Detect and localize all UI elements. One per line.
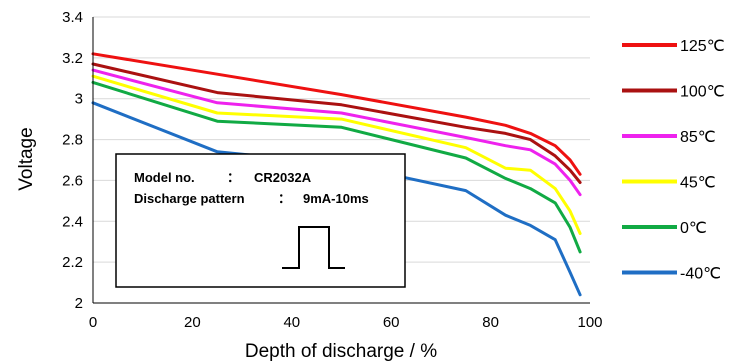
annotation-model-value: CR2032A — [254, 170, 312, 185]
annotation-pattern-value: 9mA-10ms — [303, 191, 369, 206]
x-tick-label: 0 — [89, 314, 97, 331]
annotation-frame — [115, 153, 406, 288]
pulse-waveform-icon — [282, 226, 345, 269]
annotation-pattern-label: Discharge pattern — [134, 191, 245, 206]
y-tick-label: 3 — [75, 91, 83, 108]
x-tick-label: 40 — [283, 314, 300, 331]
legend-label: 85℃ — [680, 129, 716, 146]
annotation-model-sep: ： — [227, 170, 240, 185]
y-tick-label: 3.4 — [62, 9, 83, 26]
y-tick-label: 2.4 — [62, 213, 83, 230]
y-tick-label: 2 — [75, 295, 83, 312]
legend-label: 100℃ — [680, 84, 725, 101]
y-tick-label: 2.2 — [62, 254, 83, 271]
legend-label: -40℃ — [680, 266, 721, 283]
y-tick-label: 2.8 — [62, 132, 83, 149]
x-tick-label: 20 — [184, 314, 201, 331]
x-tick-label: 100 — [577, 314, 602, 331]
series-line — [91, 52, 582, 176]
series-line — [91, 80, 582, 254]
y-tick-label: 2.6 — [62, 172, 83, 189]
x-axis-title: Depth of discharge / % — [245, 341, 437, 362]
series-line — [91, 68, 582, 197]
annotation-model-label: Model no. — [134, 170, 195, 185]
x-tick-label: 60 — [383, 314, 400, 331]
legend-label: 0℃ — [680, 220, 707, 237]
annotation-pattern-sep: ： — [278, 191, 291, 206]
x-tick-label: 80 — [482, 314, 499, 331]
y-axis-title: Voltage — [16, 127, 37, 190]
series-line — [91, 74, 582, 235]
legend-label: 125℃ — [680, 38, 725, 55]
tick-labels: 2 2.2 2.4 2.6 2.8 3 3.2 3.4 0 20 40 60 80 100 — [62, 9, 602, 331]
legend-label: 45℃ — [680, 175, 716, 192]
y-tick-label: 3.2 — [62, 50, 83, 67]
plot-axes — [92, 17, 590, 304]
series-line — [91, 62, 582, 184]
annotation-box: Model no. ： CR2032A Discharge pattern ： … — [115, 153, 406, 288]
legend: 125℃ 100℃ 85℃ 45℃ 0℃ -40℃ — [622, 38, 725, 283]
series-layer — [91, 52, 582, 297]
